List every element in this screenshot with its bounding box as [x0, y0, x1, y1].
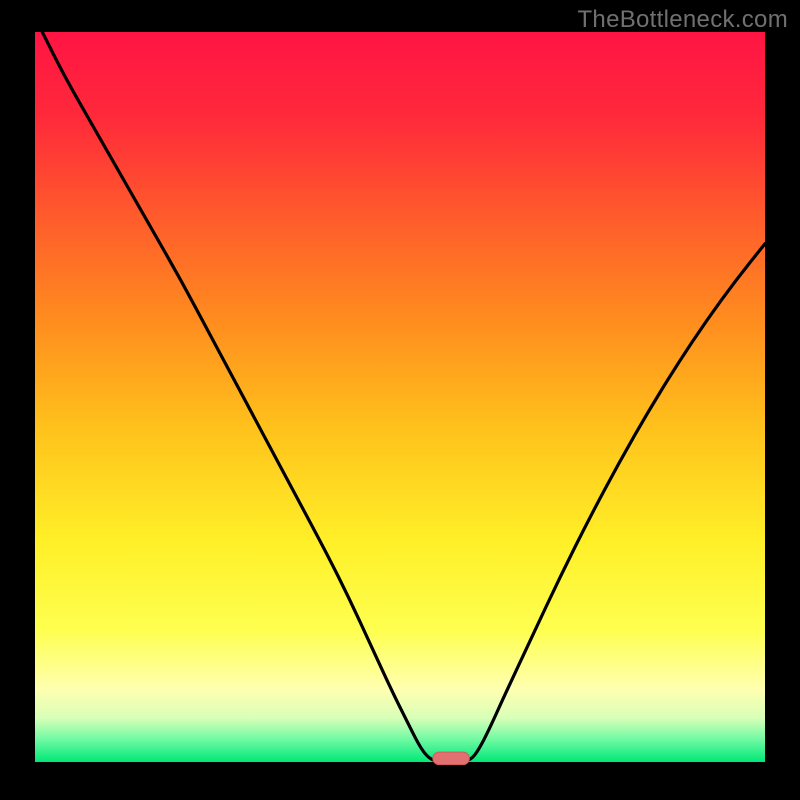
chart-svg: [0, 0, 800, 800]
optimal-marker-icon: [433, 752, 470, 764]
watermark-text: TheBottleneck.com: [577, 6, 788, 34]
chart-container: TheBottleneck.com: [0, 0, 800, 800]
